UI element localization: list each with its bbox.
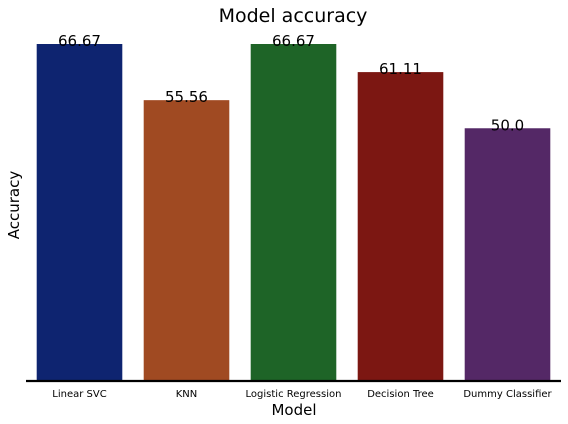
x-tick-label-knn: KNN [176, 389, 198, 400]
data-label-decision-tree: 61.11 [379, 60, 422, 78]
data-label-linear-svc: 66.67 [58, 32, 101, 50]
bars-group [36, 44, 551, 381]
x-tick-label-logistic-regression: Logistic Regression [246, 389, 342, 400]
data-label-logistic-regression: 66.67 [272, 32, 315, 50]
x-tick-label-decision-tree: Decision Tree [367, 389, 434, 400]
data-label-dummy-classifier: 50.0 [491, 116, 524, 134]
x-tick-label-dummy-classifier: Dummy Classifier [463, 389, 552, 400]
bar-decision-tree [357, 72, 444, 381]
x-tick-label-linear-svc: Linear SVC [52, 389, 106, 400]
y-axis-label: Accuracy [5, 171, 23, 240]
data-label-knn: 55.56 [165, 88, 208, 106]
x-tick-labels-group: Linear SVC KNN Logistic Regression Decision… [52, 389, 552, 400]
bar-knn [143, 100, 230, 381]
chart-title: Model accuracy [219, 5, 368, 27]
bar-linear-svc [36, 44, 123, 381]
bar-dummy-classifier [464, 128, 551, 381]
bar-logistic-regression [250, 44, 337, 381]
x-axis-label: Model [271, 401, 316, 419]
data-labels-group: 66.67 55.56 66.67 61.11 50.0 [58, 32, 524, 134]
